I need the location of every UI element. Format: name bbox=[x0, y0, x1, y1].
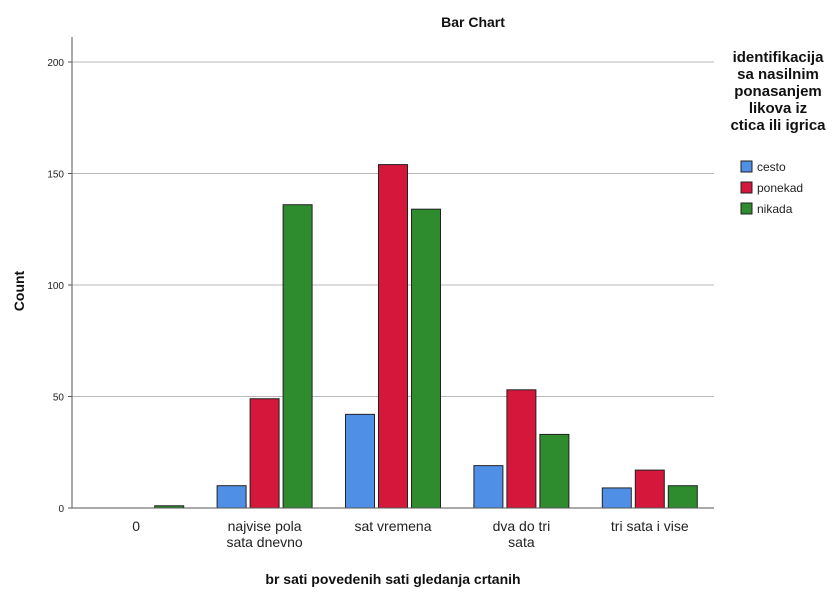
bar-ponekad bbox=[506, 389, 537, 509]
bar-nikada bbox=[539, 433, 570, 509]
bar-nikada bbox=[411, 208, 441, 509]
x-category-label: sata bbox=[508, 534, 535, 550]
y-tick-label: 200 bbox=[47, 58, 64, 69]
x-axis-title: br sati povedenih sati gledanja crtanih bbox=[265, 571, 520, 587]
chart-title: Bar Chart bbox=[441, 14, 505, 30]
y-tick-label: 0 bbox=[58, 504, 64, 515]
x-category-label: tri sata i vise bbox=[611, 518, 689, 534]
bar-cesto bbox=[216, 485, 247, 509]
y-axis-ticks: 0 50 100 150 200 bbox=[47, 58, 72, 515]
bar-ponekad bbox=[378, 164, 408, 509]
bar-cesto bbox=[601, 487, 632, 509]
x-category-label: 0 bbox=[132, 518, 140, 534]
legend-swatch-ponekad bbox=[740, 181, 753, 194]
bar-ponekad bbox=[249, 398, 280, 509]
legend-title-line: ponasanjem bbox=[734, 83, 822, 100]
legend-label-cesto: cesto bbox=[757, 160, 786, 174]
bar-cesto bbox=[473, 465, 504, 509]
x-category-label: najvise pola bbox=[228, 518, 302, 534]
y-tick-label: 100 bbox=[47, 281, 64, 292]
legend-title-line: ctica ili igrica bbox=[730, 117, 826, 134]
bar-cesto bbox=[345, 413, 375, 509]
x-category-label: sat vremena bbox=[354, 518, 431, 534]
legend-swatch-nikada bbox=[740, 202, 753, 215]
legend-label-nikada: nikada bbox=[757, 202, 793, 216]
x-category-label: dva do tri bbox=[493, 518, 551, 534]
y-tick-label: 150 bbox=[47, 170, 64, 181]
legend-label-ponekad: ponekad bbox=[757, 181, 803, 195]
x-category-label: sata dnevno bbox=[226, 534, 302, 550]
y-axis-title: Count bbox=[11, 270, 27, 311]
bars bbox=[72, 164, 714, 509]
bar-ponekad bbox=[634, 469, 665, 509]
bar-nikada bbox=[282, 204, 313, 509]
y-tick-label: 50 bbox=[53, 393, 65, 404]
legend-swatch-cesto bbox=[740, 160, 753, 173]
legend-title-line: sa nasilnim bbox=[737, 66, 819, 83]
legend-title-line: identifikacija bbox=[733, 49, 825, 66]
legend-title-line: likova iz bbox=[749, 100, 807, 117]
bar-nikada bbox=[667, 485, 698, 509]
